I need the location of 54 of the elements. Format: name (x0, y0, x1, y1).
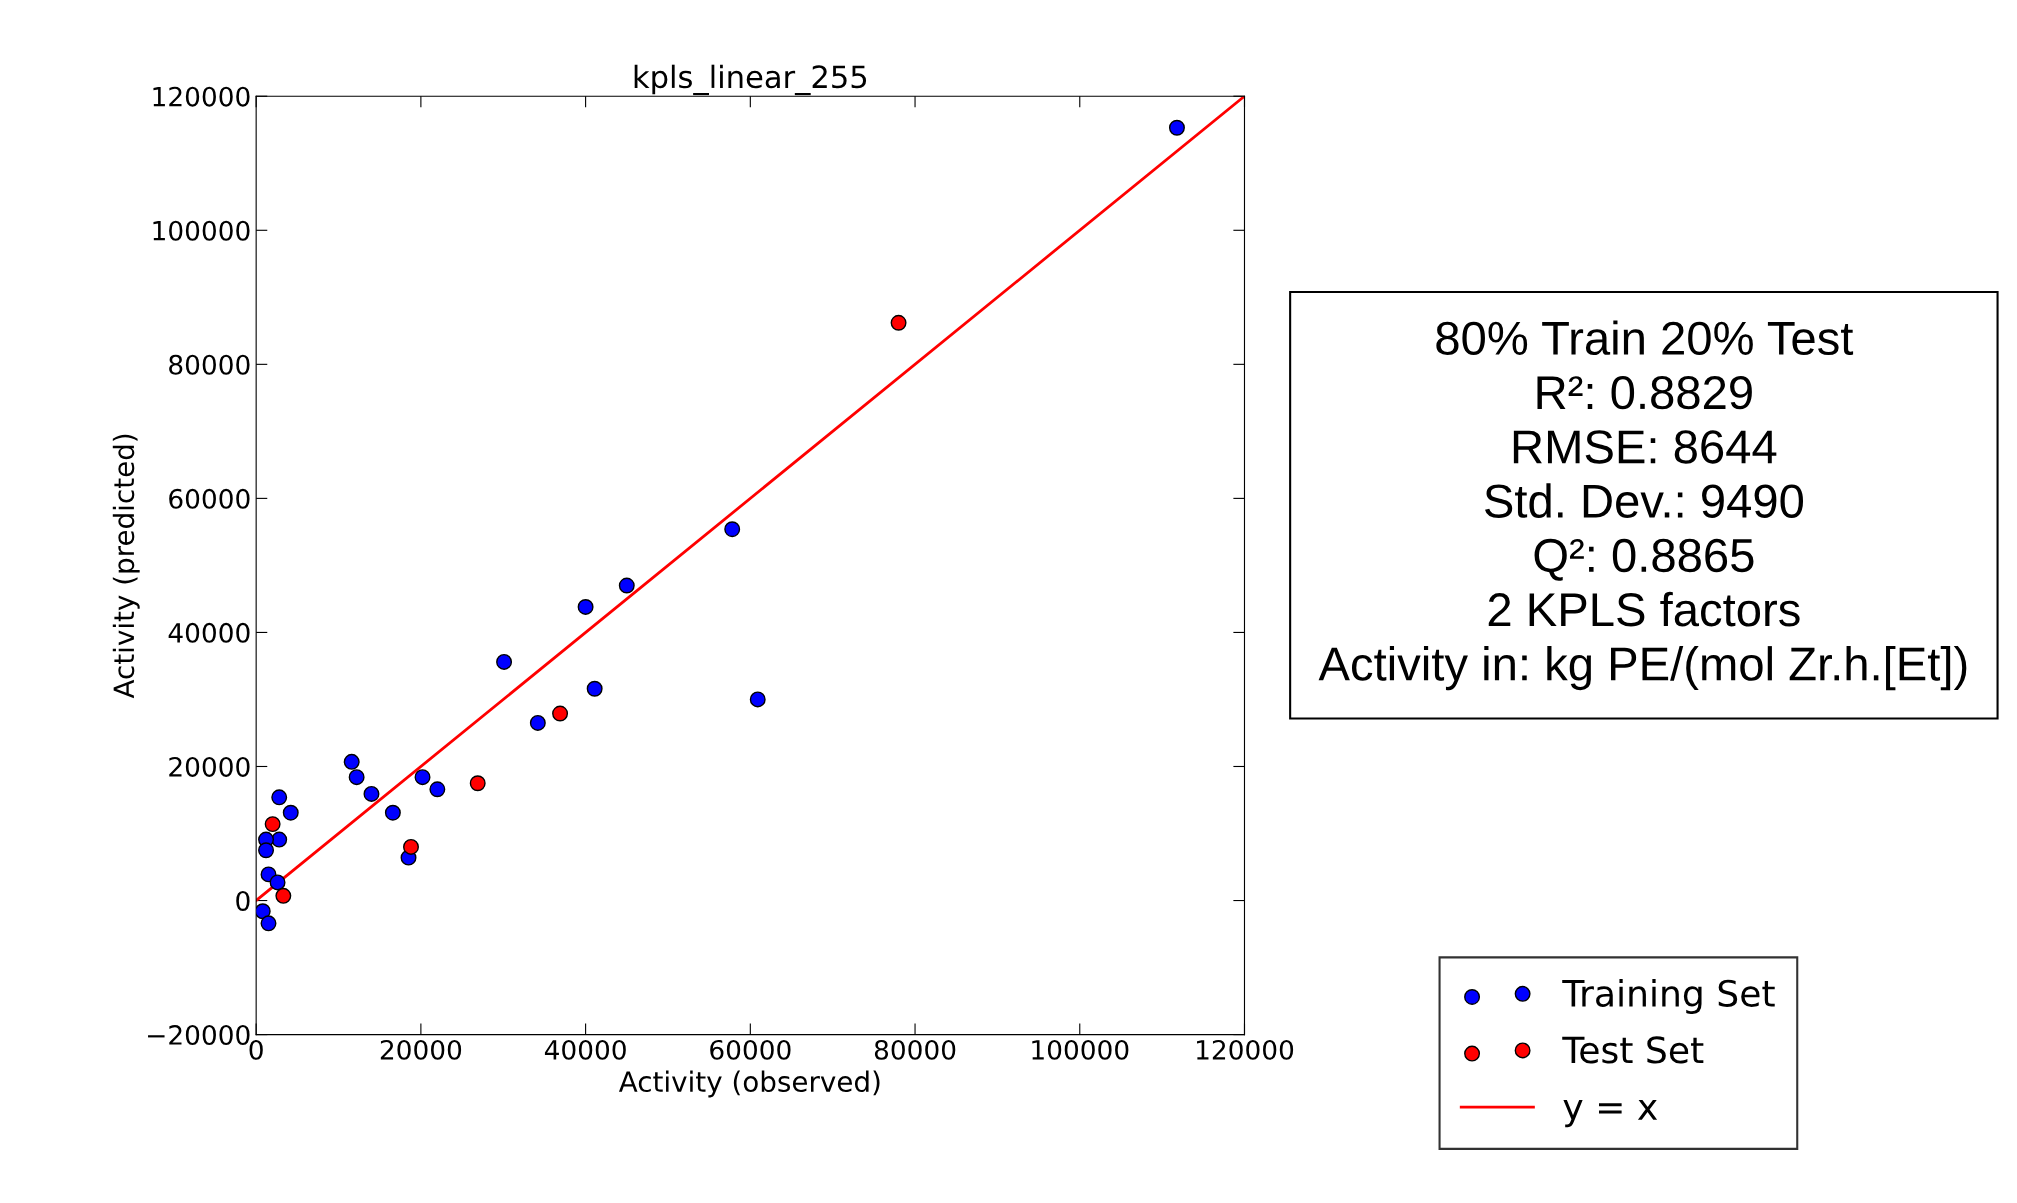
point (469, 775, 486, 792)
x-tick-label: 0 (249, 1039, 263, 1060)
legend-label: y = x (1563, 1099, 1658, 1128)
legend-label: Training Set (1562, 979, 1775, 1014)
y-tick-label: −20000 (148, 1025, 250, 1045)
text: 2 KPLS factors (1488, 591, 1800, 627)
text: Std. Dev.: 9490 (1485, 483, 1804, 518)
point (577, 598, 594, 615)
y-tick-label: 120000 (153, 86, 250, 107)
y-tick-label: 60000 (169, 488, 250, 509)
point (343, 753, 360, 770)
point (724, 521, 741, 538)
y-tick-label: 100000 (153, 220, 250, 241)
point (496, 653, 513, 670)
point (258, 842, 275, 859)
point (260, 915, 277, 932)
point (384, 804, 401, 821)
text: RMSE: 8644 (1513, 430, 1777, 464)
point (529, 714, 546, 731)
point (429, 781, 446, 798)
x-tick-label: 60000 (710, 1039, 791, 1060)
text: R²: 0.8829 (1537, 375, 1752, 410)
point (264, 816, 281, 833)
point (403, 838, 419, 855)
point (363, 785, 380, 802)
text: Q²: 0.8865 (1534, 538, 1754, 581)
x-tick-label: 100000 (1032, 1039, 1129, 1060)
legend-label: Test Set (1562, 1036, 1704, 1064)
x-tick-label: 20000 (380, 1039, 462, 1060)
point (414, 769, 431, 786)
point (552, 705, 569, 722)
text: Activity in: kg PE/(mol Zr.h.[Et]) (1318, 646, 1967, 691)
x-axis-title: Activity (observed) (618, 1070, 880, 1098)
point (749, 691, 766, 708)
point (1168, 119, 1185, 136)
x-tick-label: 40000 (544, 1039, 626, 1060)
x-tick-label: 120000 (1197, 1039, 1294, 1060)
point (890, 314, 907, 331)
x-tick-label: 80000 (874, 1039, 956, 1060)
point (618, 577, 635, 594)
point (256, 903, 271, 920)
point (271, 789, 288, 806)
point (269, 874, 286, 891)
y-axis-title: Activity (predicted) (112, 434, 140, 699)
y-tick-label: 0 (236, 890, 250, 911)
y-tick-label: 40000 (168, 622, 250, 643)
point (275, 887, 292, 904)
y-tick-label: 80000 (169, 354, 250, 375)
text: 80% Train 20% Test (1436, 320, 1854, 356)
y-tick-label: 20000 (169, 756, 250, 777)
point (586, 680, 603, 697)
chart-title: kpls_linear_255 (634, 64, 867, 96)
point (282, 804, 299, 821)
point (348, 769, 365, 786)
